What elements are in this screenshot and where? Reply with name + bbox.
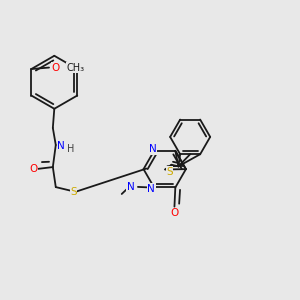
- Text: N: N: [57, 141, 65, 151]
- Text: H: H: [68, 144, 75, 154]
- Text: O: O: [170, 208, 178, 218]
- Text: S: S: [70, 187, 77, 196]
- Text: O: O: [30, 164, 38, 174]
- Text: N: N: [149, 144, 157, 154]
- Text: S: S: [166, 167, 173, 177]
- Text: CH₃: CH₃: [67, 63, 85, 73]
- Text: N: N: [127, 182, 134, 192]
- Text: O: O: [52, 63, 60, 73]
- Text: N: N: [147, 184, 155, 194]
